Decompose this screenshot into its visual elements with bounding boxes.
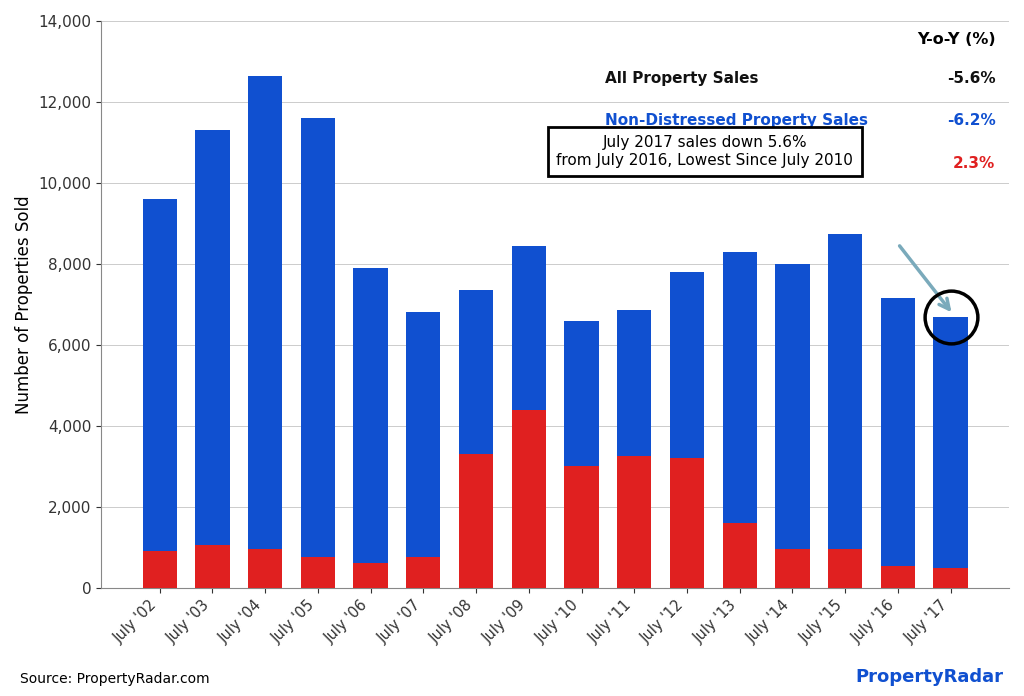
Bar — [459, 454, 494, 588]
Text: 2.3%: 2.3% — [953, 156, 995, 171]
Bar — [828, 549, 862, 588]
Bar — [142, 199, 177, 551]
Bar — [564, 466, 599, 588]
Text: Y-o-Y (%): Y-o-Y (%) — [916, 32, 995, 47]
Bar — [617, 456, 651, 588]
Bar — [775, 549, 810, 588]
Bar — [512, 410, 546, 588]
Bar — [353, 268, 388, 564]
Bar — [353, 564, 388, 588]
Bar — [775, 264, 810, 549]
Bar — [248, 76, 283, 549]
Text: -5.6%: -5.6% — [947, 71, 995, 86]
Bar — [407, 313, 440, 557]
Bar — [248, 549, 283, 588]
Bar — [881, 299, 915, 566]
Bar — [670, 458, 705, 588]
Bar — [196, 130, 229, 545]
Text: Non-Distressed Property Sales: Non-Distressed Property Sales — [605, 113, 868, 128]
Text: All Property Sales: All Property Sales — [605, 71, 759, 86]
Bar — [617, 310, 651, 456]
Bar — [670, 272, 705, 458]
Text: Source: PropertyRadar.com: Source: PropertyRadar.com — [20, 672, 210, 686]
Bar — [723, 252, 757, 523]
Y-axis label: Number of Properties Sold: Number of Properties Sold — [15, 195, 33, 413]
Bar — [828, 234, 862, 549]
Bar — [564, 321, 599, 466]
Bar — [301, 557, 335, 588]
Text: Distressed Property Sales: Distressed Property Sales — [605, 156, 827, 171]
Bar — [407, 557, 440, 588]
Bar — [459, 290, 494, 454]
Text: PropertyRadar: PropertyRadar — [855, 667, 1004, 686]
Bar — [934, 567, 968, 588]
Bar — [723, 523, 757, 588]
Text: July 2017 sales down 5.6%
from July 2016, Lowest Since July 2010: July 2017 sales down 5.6% from July 2016… — [556, 135, 853, 168]
Bar — [142, 551, 177, 588]
Text: -6.2%: -6.2% — [946, 113, 995, 128]
Bar — [934, 317, 968, 567]
Bar — [301, 118, 335, 557]
Bar — [512, 246, 546, 410]
Bar — [881, 566, 915, 588]
Bar — [196, 545, 229, 588]
